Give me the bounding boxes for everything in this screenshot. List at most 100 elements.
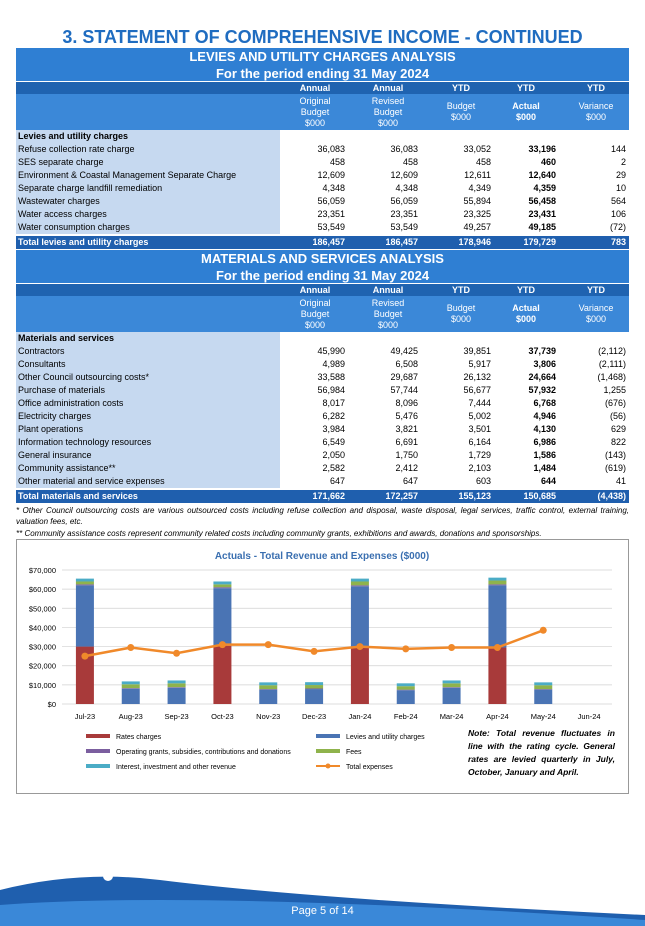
column-group: Annual <box>299 285 331 295</box>
row-value: 629 <box>610 424 626 434</box>
row-value: 23,325 <box>463 209 491 219</box>
row-value: 55,894 <box>463 196 491 206</box>
bar-segment <box>167 683 186 688</box>
column-group: YTD <box>587 285 605 295</box>
section-label: Materials and services <box>16 332 280 345</box>
row-value: (2,111) <box>598 359 626 369</box>
subheader-row <box>16 94 629 130</box>
row-value: 1,750 <box>395 450 418 460</box>
row-value: 5,002 <box>468 411 491 421</box>
row-value: 23,351 <box>390 209 418 219</box>
column-header: Revised <box>371 297 405 308</box>
row-label: Consultants <box>16 358 280 371</box>
row-label: Community assistance** <box>16 462 280 475</box>
chart-note: Note: Total revenue fluctuates in line w… <box>468 728 615 777</box>
row-value: 57,932 <box>528 385 556 395</box>
row-value: 6,164 <box>468 437 491 447</box>
column-group: Annual <box>299 83 331 93</box>
row-label: Electricity charges <box>16 410 280 423</box>
row-value: (72) <box>609 222 626 232</box>
row-value: 1,255 <box>603 385 626 395</box>
x-tick-label: Sep-23 <box>164 712 188 721</box>
column-header: Budget <box>446 303 476 313</box>
row-value: 49,257 <box>463 222 491 232</box>
column-group: YTD <box>517 83 535 93</box>
row-value: 6,768 <box>533 398 556 408</box>
y-tick-label: $60,000 <box>29 585 56 594</box>
row-value: 12,609 <box>317 170 345 180</box>
x-tick-label: Jun-24 <box>578 712 601 721</box>
row-value: 4,348 <box>322 183 345 193</box>
row-value: 6,986 <box>533 437 556 447</box>
bar-segment <box>259 685 278 690</box>
column-header: $000 <box>377 117 399 128</box>
bar-segment <box>213 581 232 585</box>
line-marker <box>218 641 226 649</box>
row-value: 4,359 <box>533 183 556 193</box>
column-header: $000 <box>585 314 607 324</box>
row-value: 1,586 <box>533 450 556 460</box>
column-header: $000 <box>304 117 326 128</box>
row-value: (143) <box>604 450 626 460</box>
bar-segment <box>213 645 232 704</box>
row-value: 10 <box>615 183 626 193</box>
bar-segment <box>442 687 461 704</box>
legend-label: Rates charges <box>116 734 162 741</box>
row-value: 37,739 <box>528 346 556 356</box>
row-label: Purchase of materials <box>16 384 280 397</box>
bar-segment <box>534 682 553 686</box>
y-tick-label: $20,000 <box>29 662 56 671</box>
bar-segment <box>396 686 415 690</box>
column-header: Actual <box>512 101 540 111</box>
row-value: 49,425 <box>390 346 418 356</box>
x-tick-label: Feb-24 <box>394 712 418 721</box>
row-value: 5,476 <box>395 411 418 421</box>
bar-segment <box>488 577 507 581</box>
column-header: $000 <box>515 112 537 122</box>
legend-swatch <box>316 734 340 738</box>
row-value: 4,348 <box>395 183 418 193</box>
row-value: 144 <box>610 144 626 154</box>
bar-segment <box>488 584 507 586</box>
y-tick-label: $50,000 <box>29 604 56 613</box>
row-value: 7,444 <box>468 398 491 408</box>
bar-segment <box>75 581 94 585</box>
row-value: 26,132 <box>463 372 491 382</box>
header-row <box>16 82 629 94</box>
row-value: 8,017 <box>322 398 345 408</box>
column-header: $000 <box>450 112 472 122</box>
row-value: 56,677 <box>463 385 491 395</box>
column-header: $000 <box>377 319 399 330</box>
column-header: Budget <box>446 101 476 111</box>
bar-segment <box>75 585 94 647</box>
row-value: (2,112) <box>598 346 626 356</box>
footnote: * Other Council outsourcing costs are va… <box>16 506 629 526</box>
row-value: 460 <box>540 157 556 167</box>
row-value: 783 <box>610 237 626 247</box>
row-value: 33,052 <box>463 144 491 154</box>
row-value: 186,457 <box>385 237 418 247</box>
column-header: Budget <box>300 106 330 117</box>
row-label: Wastewater charges <box>16 195 280 208</box>
row-value: 49,185 <box>528 222 556 232</box>
header-row <box>16 284 629 296</box>
row-value: 4,130 <box>533 424 556 434</box>
row-label: Other Council outsourcing costs* <box>16 371 280 384</box>
x-tick-label: Nov-23 <box>256 712 280 721</box>
line-marker <box>402 645 410 653</box>
row-label: Water access charges <box>16 208 280 221</box>
row-value: (1,468) <box>597 372 626 382</box>
column-group: Annual <box>372 285 404 295</box>
row-value: 1,729 <box>468 450 491 460</box>
bar-segment <box>442 687 461 688</box>
row-value: 3,821 <box>395 424 418 434</box>
column-header: Revised <box>371 95 405 106</box>
bar-segment <box>167 680 186 684</box>
row-value: 56,458 <box>528 196 556 206</box>
bar-segment <box>305 688 324 690</box>
row-value: 53,549 <box>390 222 418 232</box>
row-value: 6,282 <box>322 411 345 421</box>
legend-label: Levies and utility charges <box>346 734 425 741</box>
row-value: 644 <box>540 476 556 486</box>
row-value: 172,257 <box>385 491 418 501</box>
